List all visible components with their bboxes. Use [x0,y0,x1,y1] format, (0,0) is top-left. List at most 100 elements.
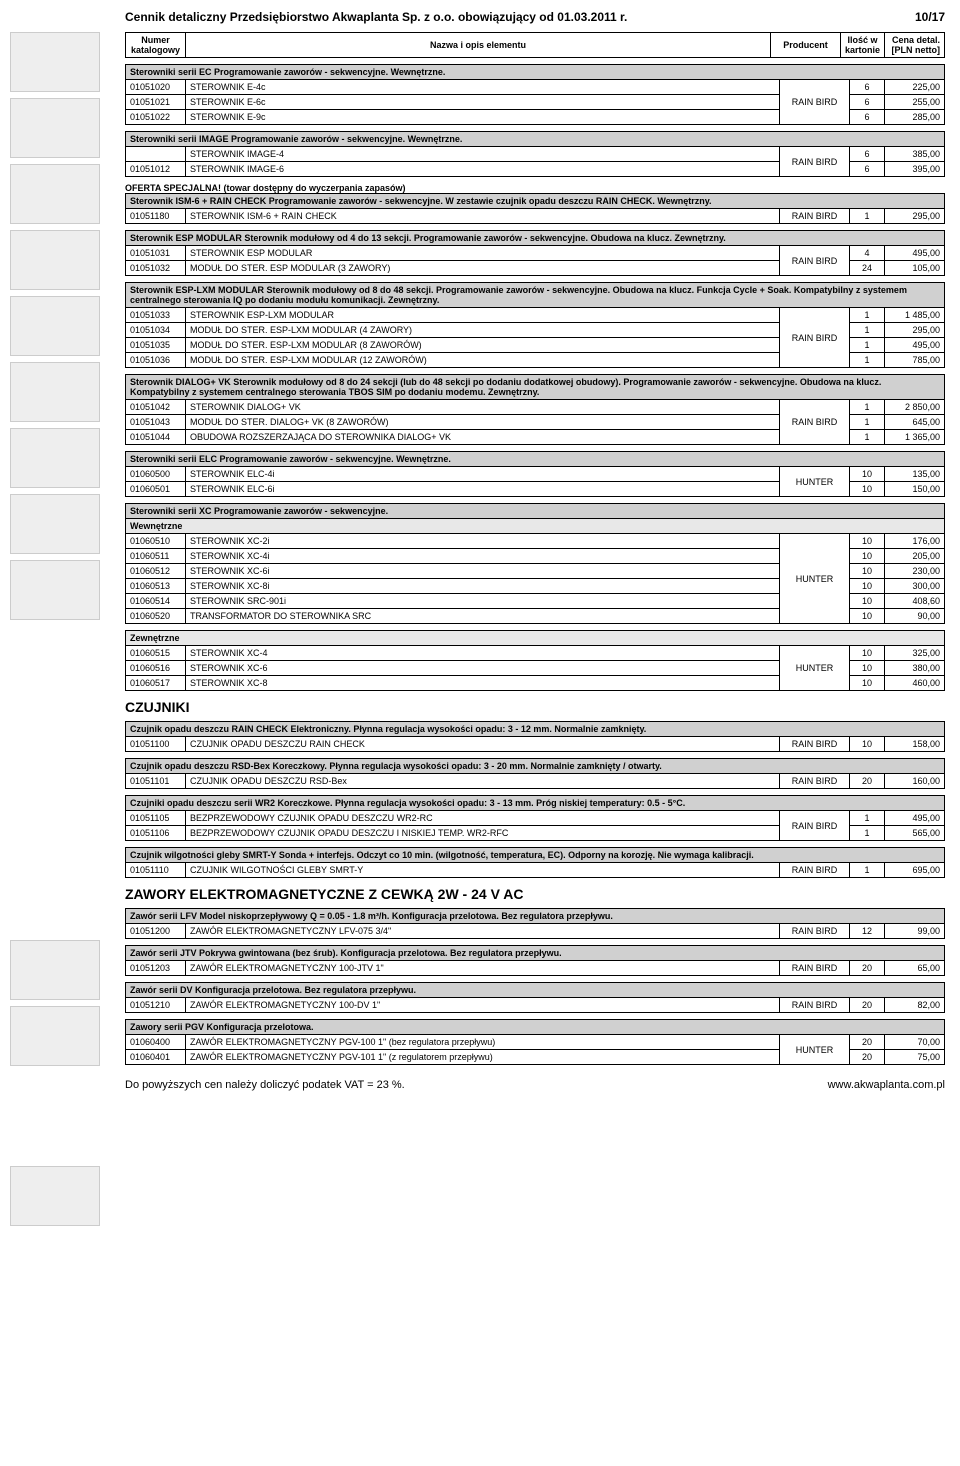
product-section: Sterowniki serii IMAGE Programowanie zaw… [125,131,945,177]
cell-qty: 20 [850,774,885,789]
cell-num: 01051043 [126,415,186,430]
section-header: Czujnik opadu deszczu RAIN CHECK Elektro… [126,722,945,737]
cell-num: 01060514 [126,594,186,609]
cell-desc: ZAWÓR ELEKTROMAGNETYCZNY 100-DV 1" [186,998,780,1013]
cell-num: 01060515 [126,646,186,661]
product-section: Zawór serii JTV Pokrywa gwintowana (bez … [125,945,945,976]
cell-desc: STEROWNIK XC-4 [186,646,780,661]
product-thumb [10,230,100,290]
cell-qty: 1 [850,400,885,415]
cell-price: 1 365,00 [885,430,945,445]
cell-qty: 1 [850,353,885,368]
cell-qty: 1 [850,415,885,430]
cell-qty: 10 [850,579,885,594]
section-header: Czujniki opadu deszczu serii WR2 Koreczk… [126,796,945,811]
section-header: Sterowniki serii ELC Programowanie zawor… [126,452,945,467]
cell-qty: 1 [850,209,885,224]
cell-price: 205,00 [885,549,945,564]
product-thumb [10,940,100,1000]
offer-note: OFERTA SPECJALNA! (towar dostępny do wyc… [125,183,945,193]
product-section: Sterownik ISM-6 + RAIN CHECK Programowan… [125,193,945,224]
cell-desc: BEZPRZEWODOWY CZUJNIK OPADU DESZCZU WR2-… [186,811,780,826]
cell-price: 82,00 [885,998,945,1013]
table-row: 01051042STEROWNIK DIALOG+ VKRAIN BIRD12 … [126,400,945,415]
cell-desc: TRANSFORMATOR DO STEROWNIKA SRC [186,609,780,624]
section-header: Sterownik ISM-6 + RAIN CHECK Programowan… [126,194,945,209]
cell-qty: 10 [850,609,885,624]
cell-qty: 6 [850,95,885,110]
cell-qty: 10 [850,467,885,482]
cell-producer: HUNTER [780,534,850,624]
cell-num: 01051032 [126,261,186,276]
cell-desc: OBUDOWA ROZSZERZAJĄCA DO STEROWNIKA DIAL… [186,430,780,445]
cell-qty: 10 [850,534,885,549]
cell-qty: 10 [850,737,885,752]
cell-num: 01051042 [126,400,186,415]
cell-price: 150,00 [885,482,945,497]
cell-desc: STEROWNIK XC-2i [186,534,780,549]
cell-price: 695,00 [885,863,945,878]
product-thumb [10,560,100,620]
cell-qty: 20 [850,961,885,976]
cell-num: 01060516 [126,661,186,676]
cell-price: 380,00 [885,661,945,676]
cell-qty: 6 [850,147,885,162]
cell-num: 01051044 [126,430,186,445]
cell-qty: 1 [850,338,885,353]
cell-price: 285,00 [885,110,945,125]
cell-desc: STEROWNIK IMAGE-4 [186,147,780,162]
cell-qty: 10 [850,676,885,691]
cell-price: 300,00 [885,579,945,594]
cell-price: 2 850,00 [885,400,945,415]
cell-qty: 10 [850,661,885,676]
cell-num: 01051101 [126,774,186,789]
product-section: Zawór serii DV Konfiguracja przelotowa. … [125,982,945,1013]
cell-num: 01051105 [126,811,186,826]
table-row: 01051203ZAWÓR ELEKTROMAGNETYCZNY 100-JTV… [126,961,945,976]
cell-qty: 10 [850,482,885,497]
table-row: 01051200ZAWÓR ELEKTROMAGNETYCZNY LFV-075… [126,924,945,939]
cell-desc: STEROWNIK ISM-6 + RAIN CHECK [186,209,780,224]
cell-qty: 10 [850,564,885,579]
product-thumb [10,1006,100,1066]
cell-num: 01051031 [126,246,186,261]
product-thumb [10,98,100,158]
cell-num: 01060500 [126,467,186,482]
cell-price: 135,00 [885,467,945,482]
col-name: Nazwa i opis elementu [186,33,771,58]
product-section: Sterowniki serii ELC Programowanie zawor… [125,451,945,497]
product-section: Sterowniki serii EC Programowanie zaworó… [125,64,945,125]
cell-price: 408,60 [885,594,945,609]
section-header: Sterowniki serii XC Programowanie zaworó… [126,504,945,519]
cell-price: 70,00 [885,1035,945,1050]
section-subheader: Wewnętrzne [126,519,945,534]
section-header: Sterowniki serii EC Programowanie zaworó… [126,65,945,80]
section-header: Zawór serii LFV Model niskoprzepływowy Q… [126,909,945,924]
cell-num: 01051200 [126,924,186,939]
cell-producer: RAIN BIRD [780,246,850,276]
cell-desc: STEROWNIK ESP-LXM MODULAR [186,308,780,323]
cell-desc: STEROWNIK E-4c [186,80,780,95]
cell-desc: STEROWNIK SRC-901i [186,594,780,609]
cell-price: 158,00 [885,737,945,752]
product-thumb [10,296,100,356]
cell-desc: STEROWNIK XC-4i [186,549,780,564]
cell-desc: ZAWÓR ELEKTROMAGNETYCZNY PGV-101 1" (z r… [186,1050,780,1065]
product-section: Sterownik ESP MODULAR Sterownik modułowy… [125,230,945,276]
product-thumb [10,494,100,554]
cell-producer: RAIN BIRD [780,774,850,789]
cell-producer: RAIN BIRD [780,863,850,878]
cell-price: 565,00 [885,826,945,841]
cell-desc: MODUŁ DO STER. ESP-LXM MODULAR (8 ZAWORÓ… [186,338,780,353]
cell-num: 01060511 [126,549,186,564]
cell-qty: 10 [850,549,885,564]
cell-price: 460,00 [885,676,945,691]
cell-desc: STEROWNIK E-6c [186,95,780,110]
cell-num: 01051035 [126,338,186,353]
section-header: Czujnik opadu deszczu RSD-Bex Koreczkowy… [126,759,945,774]
product-section: Zewnętrzne01060515STEROWNIK XC-4HUNTER10… [125,630,945,691]
product-section: Sterowniki serii XC Programowanie zaworó… [125,503,945,624]
cell-desc: STEROWNIK XC-6 [186,661,780,676]
section-header: Sterownik DIALOG+ VK Sterownik modułowy … [126,375,945,400]
cell-price: 495,00 [885,246,945,261]
